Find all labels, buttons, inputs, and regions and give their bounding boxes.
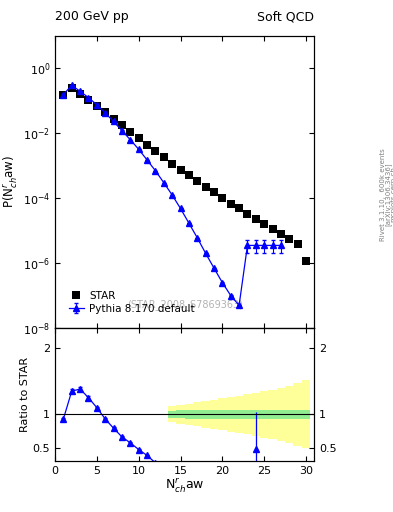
Text: (STAR_2008_S7869363): (STAR_2008_S7869363) bbox=[127, 299, 242, 310]
STAR bbox=[128, 129, 133, 135]
X-axis label: N$^{r}_{ch}$aw: N$^{r}_{ch}$aw bbox=[165, 477, 204, 495]
STAR bbox=[279, 231, 283, 237]
STAR bbox=[111, 116, 116, 122]
STAR bbox=[245, 211, 250, 217]
STAR bbox=[178, 167, 183, 173]
Legend: STAR, Pythia 8.170 default: STAR, Pythia 8.170 default bbox=[65, 288, 198, 317]
STAR bbox=[162, 154, 166, 160]
STAR bbox=[187, 173, 191, 179]
STAR bbox=[145, 142, 149, 148]
STAR bbox=[136, 135, 141, 141]
Text: mcplots.cern.ch: mcplots.cern.ch bbox=[390, 166, 393, 223]
STAR bbox=[70, 85, 74, 91]
Text: Soft QCD: Soft QCD bbox=[257, 10, 314, 23]
STAR bbox=[220, 195, 225, 201]
Text: [arXiv:1306.3436]: [arXiv:1306.3436] bbox=[385, 163, 392, 226]
Text: Rivet 3.1.10,  600k events: Rivet 3.1.10, 600k events bbox=[380, 148, 386, 241]
STAR bbox=[295, 241, 300, 247]
STAR bbox=[228, 201, 233, 207]
STAR bbox=[304, 258, 309, 264]
Text: 200 GeV pp: 200 GeV pp bbox=[55, 10, 129, 23]
Line: STAR: STAR bbox=[60, 84, 310, 264]
STAR bbox=[195, 178, 200, 184]
STAR bbox=[78, 91, 83, 97]
STAR bbox=[103, 109, 108, 115]
STAR bbox=[262, 221, 266, 227]
STAR bbox=[153, 148, 158, 154]
STAR bbox=[61, 92, 66, 98]
STAR bbox=[237, 205, 241, 211]
STAR bbox=[119, 122, 124, 128]
Y-axis label: Ratio to STAR: Ratio to STAR bbox=[20, 357, 30, 432]
STAR bbox=[170, 161, 174, 167]
STAR bbox=[203, 184, 208, 190]
STAR bbox=[287, 236, 292, 242]
STAR bbox=[270, 226, 275, 232]
STAR bbox=[212, 189, 217, 196]
STAR bbox=[253, 216, 258, 222]
Y-axis label: P(N$^{r}_{ch}$aw): P(N$^{r}_{ch}$aw) bbox=[2, 155, 20, 208]
STAR bbox=[94, 103, 99, 109]
STAR bbox=[86, 97, 91, 103]
